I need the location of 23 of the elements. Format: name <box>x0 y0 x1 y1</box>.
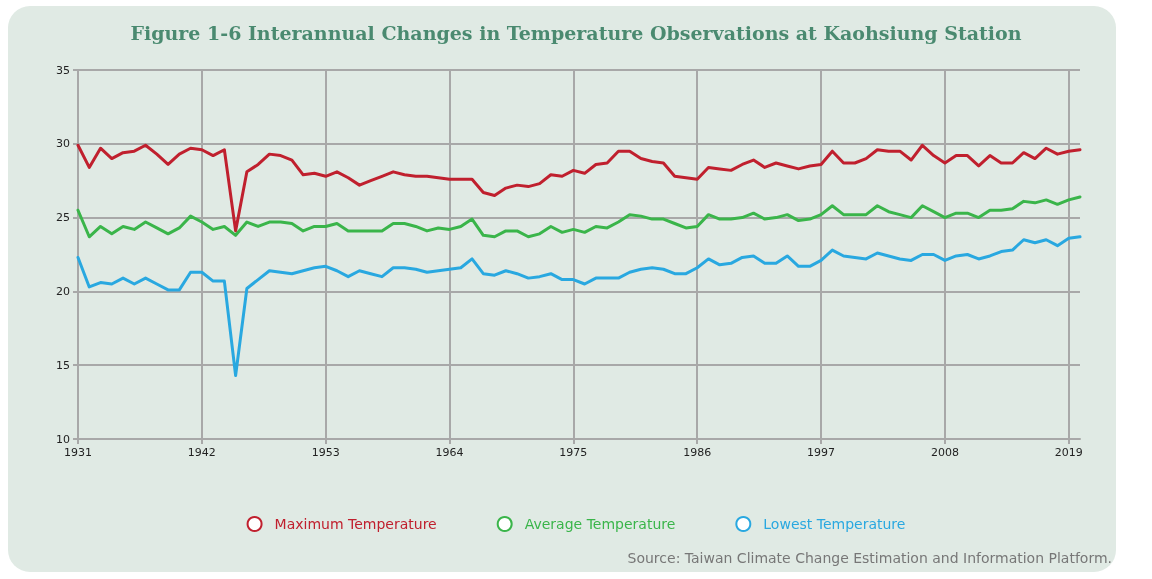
line-series <box>76 143 1082 233</box>
chart-title: Figure 1-6 Interannual Changes in Temperature Observations at Kaohsiung Station <box>130 21 1022 44</box>
y-tick-label: 15 <box>56 358 70 372</box>
source-note: Source: Taiwan Climate Change Estimation and Information Platform. <box>627 550 1113 566</box>
y-tick-label: 10 <box>56 432 70 446</box>
legend-label: Maximum Temperature <box>274 516 437 532</box>
x-tick-label: 1942 <box>187 446 216 459</box>
y-tick-label: 35 <box>56 63 70 77</box>
x-tick-label: 1964 <box>435 446 464 459</box>
x-tick-label: 1986 <box>683 446 712 459</box>
line-series <box>76 235 1082 378</box>
y-tick-label: 30 <box>56 137 70 151</box>
y-tick-label: 25 <box>56 211 70 225</box>
x-tick-label: 1997 <box>807 446 836 459</box>
x-tick-label: 1953 <box>311 446 340 459</box>
y-tick-label: 20 <box>56 284 70 298</box>
x-tick-label: 2008 <box>930 446 959 459</box>
legend-label: Average Temperature <box>524 516 676 532</box>
legend-label: Lowest Temperature <box>763 516 906 532</box>
x-tick-label: 2019 <box>1054 446 1083 459</box>
line-series <box>76 195 1082 239</box>
x-tick-label: 1931 <box>64 446 92 459</box>
x-tick-label: 1975 <box>559 446 588 459</box>
